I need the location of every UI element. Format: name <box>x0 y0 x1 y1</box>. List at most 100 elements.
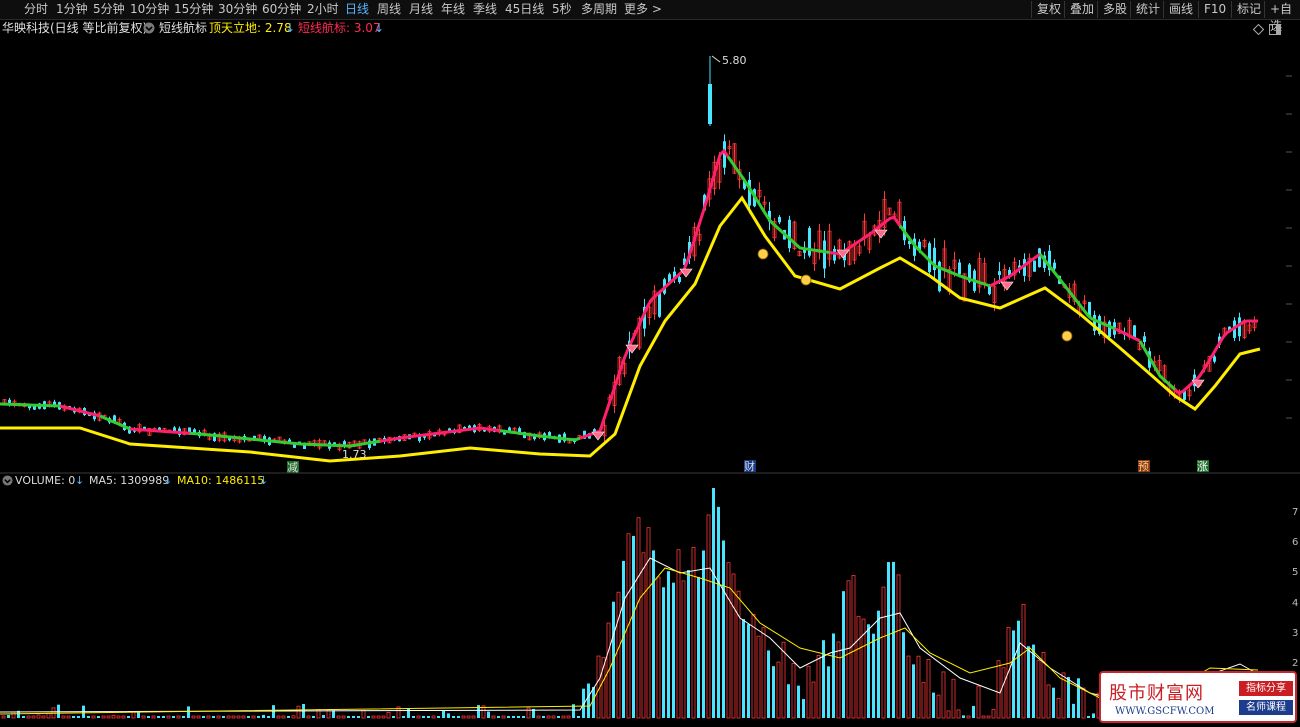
volume-bar <box>72 716 75 718</box>
candle <box>887 207 892 216</box>
stats-button[interactable]: 统计 <box>1130 1 1160 18</box>
mark-button[interactable]: 标记 <box>1231 1 1261 18</box>
tab-1min[interactable]: 1分钟 <box>56 2 88 16</box>
volume-bar <box>736 590 741 719</box>
volume-bar <box>557 716 560 718</box>
candle <box>193 429 196 434</box>
f10-button[interactable]: F10 <box>1198 1 1226 18</box>
volume-bar <box>926 659 931 719</box>
panel-icon[interactable] <box>1269 23 1281 39</box>
candle <box>188 427 191 435</box>
tab-10min[interactable]: 10分钟 <box>130 2 170 16</box>
collapse-circle-icon[interactable] <box>2 475 13 490</box>
candle <box>423 435 426 438</box>
candle <box>1187 389 1192 397</box>
short-line <box>499 429 581 442</box>
site-watermark: 股市财富网 WWW.GSCFW.COM 指标分享 名师课程 <box>1099 671 1297 723</box>
tab-weekly[interactable]: 周线 <box>377 2 402 16</box>
candle <box>418 434 421 441</box>
candle <box>548 432 551 438</box>
volume-bar <box>461 715 466 719</box>
candle <box>998 271 1001 276</box>
volume-bar <box>137 712 140 718</box>
candle <box>673 271 676 279</box>
volume-bar <box>761 627 766 719</box>
volume-bar <box>921 682 926 719</box>
tab-5min[interactable]: 5分钟 <box>93 2 125 16</box>
tab-60min[interactable]: 60分钟 <box>262 2 302 16</box>
tab-5sec[interactable]: 5秒 <box>552 2 572 16</box>
event-label[interactable]: 涨 <box>1197 460 1209 473</box>
multi-stock-button[interactable]: 多股 <box>1097 1 1127 18</box>
volume-bar <box>646 527 651 719</box>
candle <box>1053 262 1056 269</box>
volume-bar <box>507 716 510 718</box>
tab-quarterly[interactable]: 季线 <box>473 2 498 16</box>
volume-bar <box>1027 646 1030 718</box>
indicator-name[interactable]: 短线航标 <box>159 21 208 35</box>
volume-bar <box>191 715 196 719</box>
volume-chart[interactable]: 7 6 5 4 3 2 <box>0 488 1300 727</box>
tab-15min[interactable]: 15分钟 <box>174 2 214 16</box>
draw-line-button[interactable]: 画线 <box>1163 1 1193 18</box>
volume-bar <box>542 716 545 718</box>
add-watchlist-button[interactable]: +自选 <box>1264 1 1300 33</box>
event-label[interactable]: 预 <box>1138 460 1150 473</box>
tab-daily[interactable]: 日线 <box>345 2 370 16</box>
event-label[interactable]: 减 <box>287 461 299 474</box>
volume-bar <box>1092 713 1095 718</box>
short-line <box>99 414 131 431</box>
short-line <box>1173 319 1258 395</box>
price-chart[interactable]: 5.80 1.73 减 财 预 涨 <box>0 36 1300 476</box>
signal-diamond-icon <box>1191 379 1205 389</box>
volume-bar <box>1012 630 1015 718</box>
tab-45day[interactable]: 45日线 <box>505 2 545 16</box>
event-label[interactable]: 财 <box>744 459 756 473</box>
candle <box>1137 342 1142 350</box>
volume-bar <box>196 715 201 719</box>
short-line <box>0 402 61 408</box>
volume-bar <box>381 715 386 719</box>
candle <box>293 442 296 448</box>
volume-bar <box>772 666 775 718</box>
volume-bar <box>281 715 286 719</box>
volume-bar <box>251 715 256 719</box>
tab-30min[interactable]: 30分钟 <box>218 2 258 16</box>
volume-bar <box>466 715 471 719</box>
candle <box>1023 259 1026 276</box>
tab-multi-period[interactable]: 多周期 <box>581 2 618 16</box>
collapse-circle-icon[interactable] <box>143 22 155 38</box>
candle <box>113 415 116 424</box>
volume-bar <box>986 715 991 719</box>
candle <box>602 424 607 437</box>
volume-bar <box>881 586 886 719</box>
tab-monthly[interactable]: 月线 <box>409 2 434 16</box>
volume-bar <box>386 711 391 719</box>
candle <box>1143 336 1146 343</box>
volume-bar <box>336 715 341 719</box>
volume-bar <box>892 561 895 718</box>
watermark-tag: 指标分享 <box>1239 681 1293 696</box>
candle <box>708 84 712 124</box>
tab-2hour[interactable]: 2小时 <box>307 2 339 16</box>
tab-yearly[interactable]: 年线 <box>441 2 466 16</box>
volume-bar <box>811 681 816 719</box>
fuquan-button[interactable]: 复权 <box>1031 1 1061 18</box>
volume-bar <box>431 715 436 719</box>
tab-more[interactable]: 更多 > <box>624 2 662 16</box>
candle <box>908 240 911 245</box>
down-arrow-icon: ↓ <box>163 474 173 487</box>
candle <box>53 401 56 406</box>
volume-bar <box>791 663 796 719</box>
volume-bar <box>226 715 231 719</box>
volume-bar <box>776 661 781 719</box>
tab-fenshi[interactable]: 分时 <box>24 2 49 16</box>
volume-axis-label: 7 <box>1292 507 1298 518</box>
overlay-button[interactable]: 叠加 <box>1064 1 1094 18</box>
candle <box>508 427 511 432</box>
candle <box>792 221 797 249</box>
diamond-icon[interactable] <box>1252 23 1265 39</box>
volume-bar <box>116 715 121 719</box>
volume-bar <box>561 715 566 719</box>
volume-bar <box>157 716 160 718</box>
